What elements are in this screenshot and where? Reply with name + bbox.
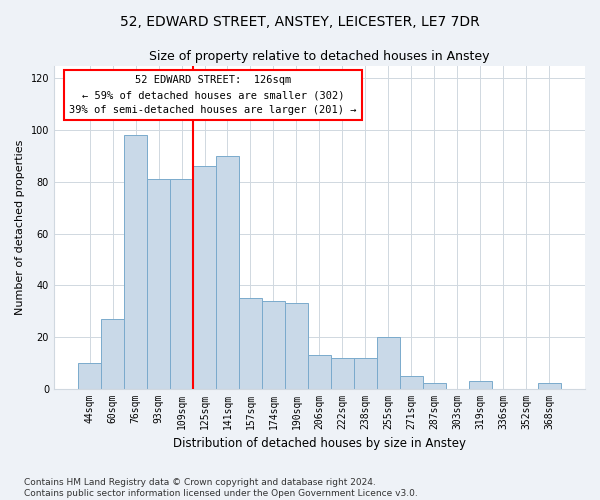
Bar (308, 355, 331, 388)
Title: Size of property relative to detached houses in Anstey: Size of property relative to detached ho… (149, 50, 490, 63)
Bar (285, 304, 308, 388)
Bar (354, 358, 377, 388)
Bar (124, 136, 147, 388)
Bar (147, 180, 170, 388)
Bar (170, 180, 193, 388)
Bar (262, 300, 285, 388)
Text: 52 EDWARD STREET:  126sqm
← 59% of detached houses are smaller (302)
39% of semi: 52 EDWARD STREET: 126sqm ← 59% of detach… (70, 75, 357, 115)
Text: Contains HM Land Registry data © Crown copyright and database right 2024.
Contai: Contains HM Land Registry data © Crown c… (24, 478, 418, 498)
Bar (239, 298, 262, 388)
Bar (101, 319, 124, 388)
Bar (423, 384, 446, 388)
Bar (193, 166, 216, 388)
Bar (469, 381, 492, 388)
Bar (538, 384, 561, 388)
Bar (78, 362, 101, 388)
Y-axis label: Number of detached properties: Number of detached properties (15, 140, 25, 314)
Bar (377, 337, 400, 388)
Bar (331, 358, 354, 388)
Bar (400, 376, 423, 388)
Text: 52, EDWARD STREET, ANSTEY, LEICESTER, LE7 7DR: 52, EDWARD STREET, ANSTEY, LEICESTER, LE… (120, 15, 480, 29)
X-axis label: Distribution of detached houses by size in Anstey: Distribution of detached houses by size … (173, 437, 466, 450)
Bar (216, 156, 239, 388)
